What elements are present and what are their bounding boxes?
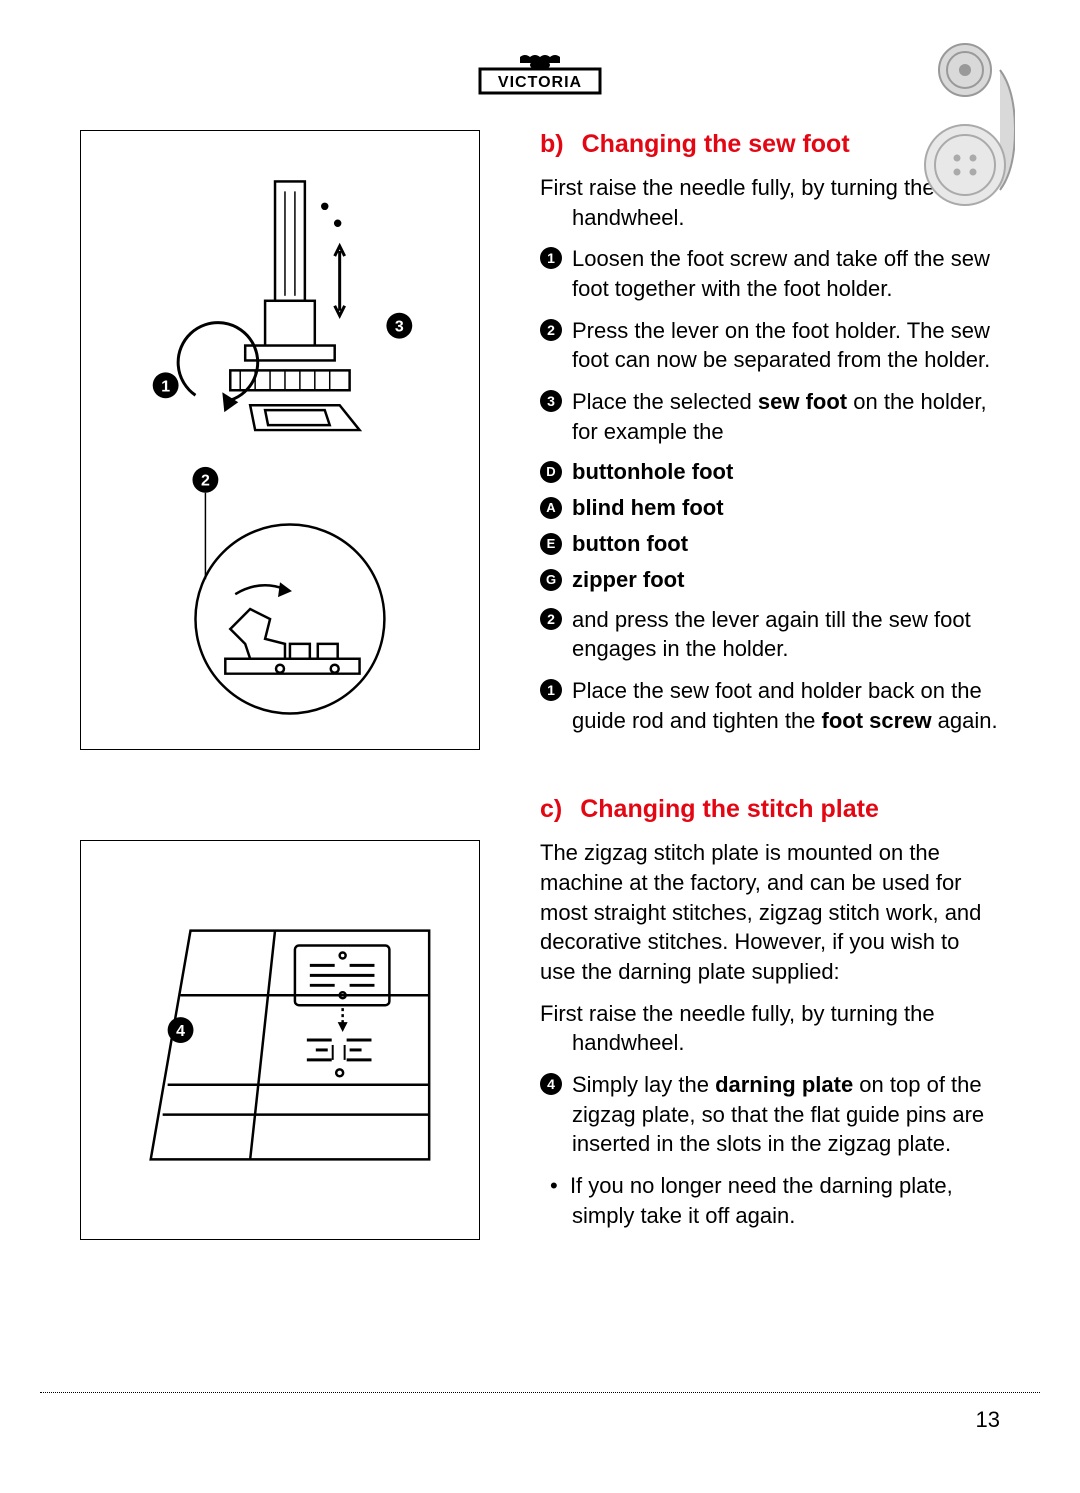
bullet-num-4: 4	[540, 1073, 562, 1095]
page-divider	[40, 1392, 1040, 1393]
foot-label-e: button foot	[572, 531, 688, 557]
heading-c: c) Changing the stitch plate	[540, 795, 1000, 824]
section-c-bullet: • If you no longer need the darning plat…	[540, 1171, 1000, 1230]
page-number: 13	[976, 1407, 1000, 1433]
svg-text:3: 3	[395, 319, 404, 336]
svg-text:4: 4	[176, 1023, 185, 1040]
svg-text:1: 1	[161, 378, 170, 395]
foot-list: D buttonhole foot A blind hem foot E but…	[540, 459, 1000, 593]
step-b-2-text: Press the lever on the foot holder. The …	[572, 316, 1000, 375]
foot-label-a: blind hem foot	[572, 495, 724, 521]
step-b-after-1: 2 and press the lever again till the sew…	[540, 605, 1000, 664]
step-b-3-text: Place the selected sew foot on the holde…	[572, 387, 1000, 446]
heading-b-title: Changing the sew foot	[582, 130, 850, 158]
step-c-4-text: Simply lay the darning plate on top of t…	[572, 1070, 1000, 1159]
brand-logo: VICTORIA	[470, 55, 610, 102]
foot-letter-g: G	[540, 569, 562, 591]
heading-b-letter: b)	[540, 130, 564, 158]
bullet-num-after-1: 1	[540, 679, 562, 701]
foot-item-e: E button foot	[540, 531, 1000, 557]
step-b-after-2: 1 Place the sew foot and holder back on …	[540, 676, 1000, 735]
foot-letter-a: A	[540, 497, 562, 519]
figure-stitch-plate: 4	[80, 840, 480, 1240]
section-c-first: First raise the needle fully, by turning…	[540, 999, 1000, 1058]
manual-tab-icons	[895, 40, 1015, 225]
foot-letter-d: D	[540, 461, 562, 483]
step-b-3: 3 Place the selected sew foot on the hol…	[540, 387, 1000, 446]
foot-item-a: A blind hem foot	[540, 495, 1000, 521]
section-c: c) Changing the stitch plate The zigzag s…	[540, 795, 1000, 1230]
step-b-2: 2 Press the lever on the foot holder. Th…	[540, 316, 1000, 375]
svg-text:2: 2	[201, 473, 210, 490]
foot-letter-e: E	[540, 533, 562, 555]
step-b-1: 1 Loosen the foot screw and take off the…	[540, 244, 1000, 303]
foot-item-g: G zipper foot	[540, 567, 1000, 593]
heading-c-title: Changing the stitch plate	[580, 795, 879, 823]
foot-label-g: zipper foot	[572, 567, 684, 593]
step-c-4: 4 Simply lay the darning plate on top of…	[540, 1070, 1000, 1159]
bullet-num-2: 2	[540, 319, 562, 341]
step-b-after-1-text: and press the lever again till the sew f…	[572, 605, 1000, 664]
bullet-num-3: 3	[540, 390, 562, 412]
figure-sew-foot-change: 1 3 2	[80, 130, 480, 750]
svg-text:VICTORIA: VICTORIA	[498, 74, 582, 91]
bullet-num-1: 1	[540, 247, 562, 269]
section-c-intro: The zigzag stitch plate is mounted on th…	[540, 838, 1000, 986]
step-b-after-2-text: Place the sew foot and holder back on th…	[572, 676, 1000, 735]
bullet-num-after-2: 2	[540, 608, 562, 630]
foot-label-d: buttonhole foot	[572, 459, 733, 485]
heading-c-letter: c)	[540, 795, 562, 823]
step-b-1-text: Loosen the foot screw and take off the s…	[572, 244, 1000, 303]
foot-item-d: D buttonhole foot	[540, 459, 1000, 485]
